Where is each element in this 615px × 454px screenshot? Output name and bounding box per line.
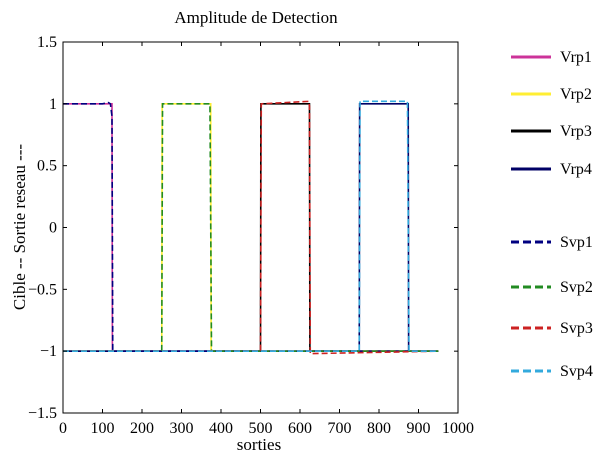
chart-title: Amplitude de Detection: [174, 8, 338, 27]
x-tick-label: 0: [59, 420, 67, 437]
legend-label: Vrp4: [560, 161, 592, 178]
x-tick-label: 700: [328, 420, 352, 437]
x-tick-label: 600: [288, 420, 312, 437]
series-line-vrp1: [63, 103, 439, 352]
y-tick-label: −1.5: [28, 405, 57, 422]
legend-item-vrp3: Vrp3: [511, 123, 592, 140]
series-line-vrp4: [63, 103, 439, 352]
legend-label: Vrp1: [560, 49, 592, 66]
y-tick-label: 0.5: [37, 158, 57, 175]
plot-area: 0 100 200 300 400 500 600 700 800 900 1000 1.5 1 0.5 0…: [28, 34, 474, 437]
series-line-vrp3: [63, 103, 439, 352]
y-tick-label: 0: [49, 220, 57, 237]
y-tick-label: −1: [40, 343, 57, 360]
series-line-svp2: [63, 103, 439, 352]
x-tick-label: 200: [130, 420, 154, 437]
x-axis-label: sorties: [237, 435, 281, 454]
legend-item-svp1: Svp1: [511, 234, 593, 251]
legend-item-vrp2: Vrp2: [511, 86, 592, 103]
legend-item-svp3: Svp3: [511, 320, 593, 337]
y-tick-label: 1: [49, 96, 57, 113]
x-tick-label: 900: [407, 420, 431, 437]
series-layer: [63, 100, 439, 355]
series-line-svp4: [63, 100, 439, 352]
ticks-layer: 0 100 200 300 400 500 600 700 800 900 1000 1.5 1 0.5 0…: [28, 34, 474, 437]
legend-label: Svp4: [560, 363, 593, 380]
legend-label: Svp1: [560, 234, 593, 251]
legend-label: Vrp2: [560, 86, 592, 103]
x-tick-label: 1000: [442, 420, 474, 437]
y-tick-label: 1.5: [37, 34, 57, 51]
legend-item-svp2: Svp2: [511, 279, 593, 296]
legend-item-vrp1: Vrp1: [511, 49, 592, 66]
x-tick-label: 400: [209, 420, 233, 437]
x-tick-label: 800: [367, 420, 391, 437]
legend-label: Svp2: [560, 279, 593, 296]
x-tick-label: 500: [249, 420, 273, 437]
series-line-vrp2: [63, 103, 439, 352]
series-line-svp1: [63, 101, 439, 352]
y-tick-label: −0.5: [28, 281, 57, 298]
legend: Vrp1 Vrp2 Vrp3 Vrp4 Svp1 Svp2 Svp3 Svp4: [511, 49, 593, 380]
legend-label: Vrp3: [560, 123, 592, 140]
legend-label: Svp3: [560, 320, 593, 337]
legend-item-vrp4: Vrp4: [511, 161, 592, 178]
x-tick-label: 300: [170, 420, 194, 437]
x-tick-label: 100: [91, 420, 115, 437]
y-axis-label: Cible -- Sortie reseau ---: [10, 144, 29, 310]
series-line-svp3: [63, 100, 439, 355]
legend-item-svp4: Svp4: [511, 363, 593, 380]
